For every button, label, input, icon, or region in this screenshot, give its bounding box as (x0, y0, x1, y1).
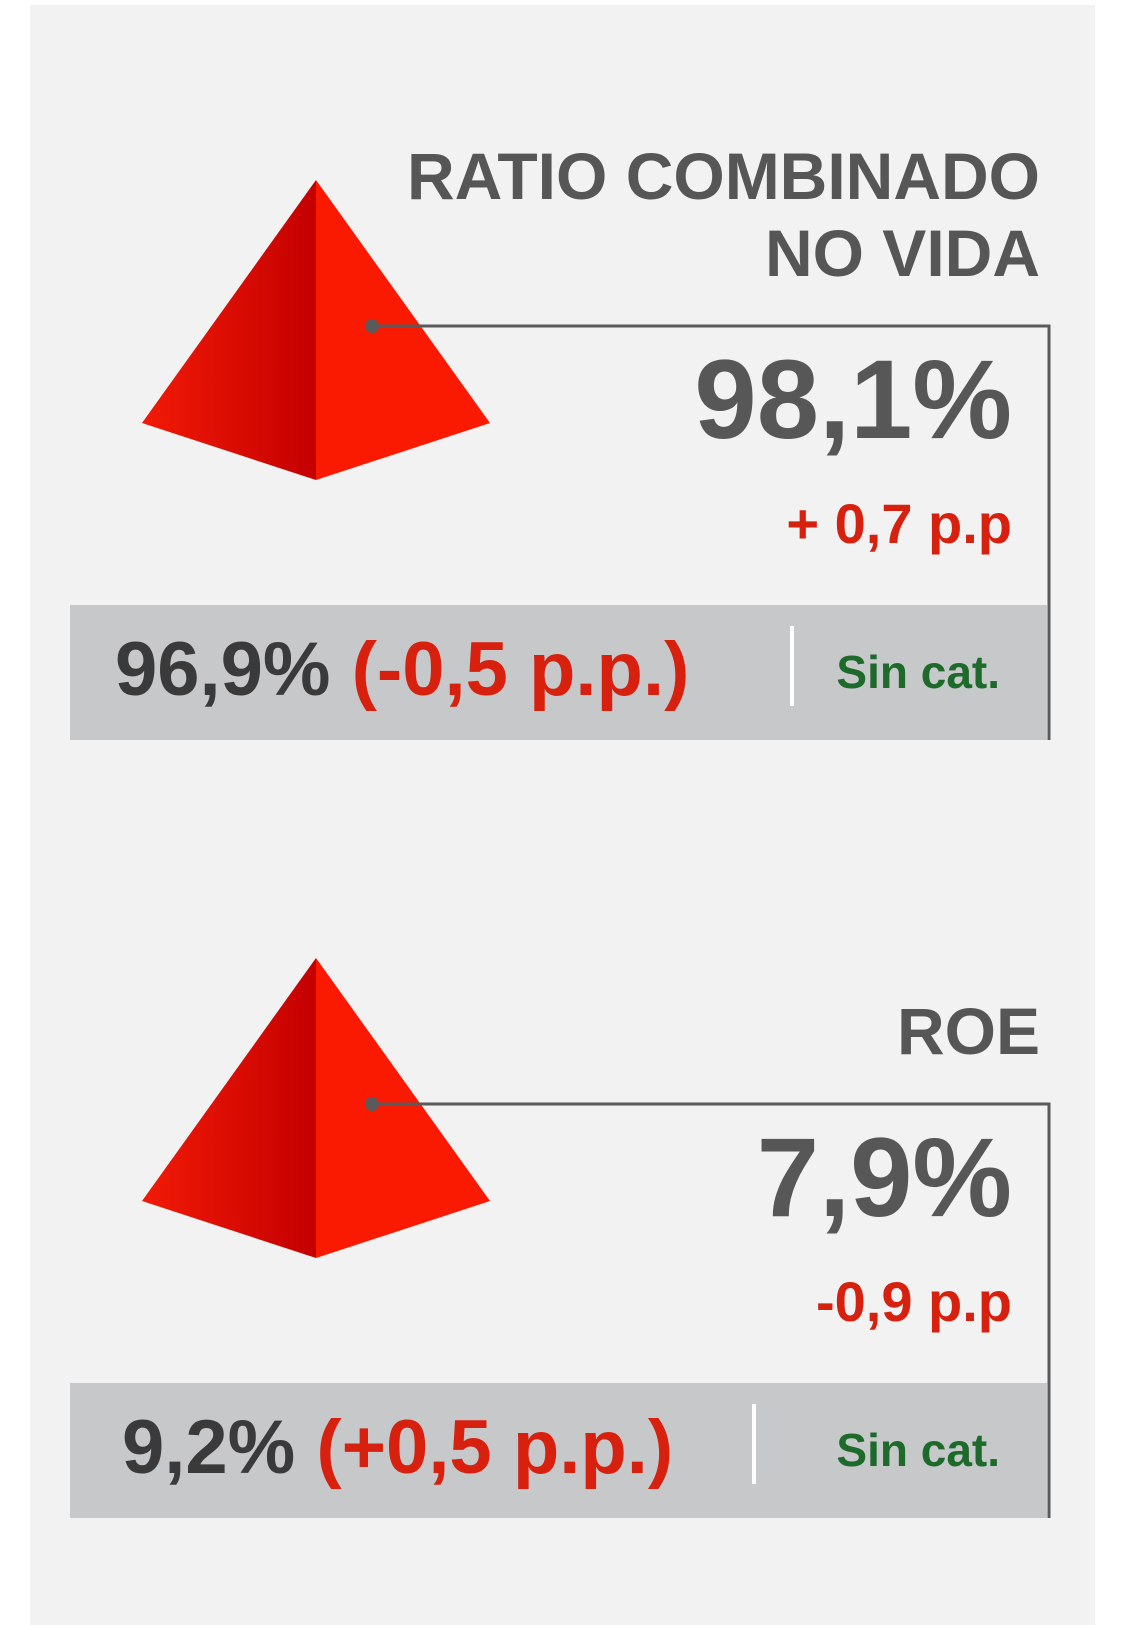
panel (30, 5, 1095, 1625)
comparison-change: (+0,5 p.p.) (316, 1405, 673, 1490)
card-title: RATIO COMBINADO (407, 139, 1040, 213)
comparison: 9,2% (+0,5 p.p.) (122, 1405, 673, 1490)
change: -0,9 p.p (816, 1270, 1012, 1333)
comparison: 96,9% (-0,5 p.p.) (115, 627, 689, 712)
main-value: 7,9% (757, 1115, 1012, 1240)
pyramid-left (142, 180, 316, 480)
rating: Sin cat. (836, 646, 1000, 698)
pyramid-right (316, 180, 490, 480)
comparison-bar (70, 1383, 1047, 1518)
card-title: ROE (897, 994, 1040, 1068)
comparison-value: 9,2% (122, 1405, 295, 1490)
connector-line (372, 324, 1051, 740)
pyramid-right (316, 958, 490, 1258)
main-value: 98,1% (694, 337, 1012, 462)
connector-line (372, 1102, 1051, 1518)
card-title: NO VIDA (765, 216, 1040, 290)
comparison-value: 96,9% (115, 627, 331, 712)
comparison-change: (-0,5 p.p.) (352, 627, 690, 712)
rating: Sin cat. (836, 1424, 1000, 1476)
card: ROE 7,9% -0,9 p.p 9,2% (+0,5 p.p.) Sin cat. (70, 958, 1051, 1518)
comparison-bar (70, 605, 1047, 740)
change: + 0,7 p.p (786, 492, 1012, 555)
pyramid-left (142, 958, 316, 1258)
